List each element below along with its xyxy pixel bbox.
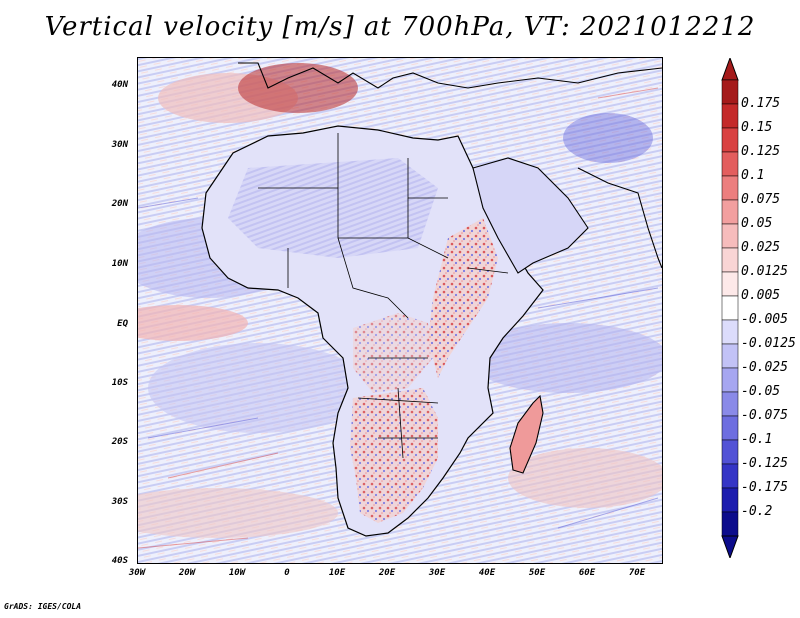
colorbar-swatch — [721, 319, 739, 345]
ascent-band-south-atlantic — [138, 488, 338, 538]
ascent-area-south-indian-ocean — [508, 448, 662, 508]
subsidence-area-iran — [563, 113, 653, 163]
colorbar-label: -0.2 — [741, 504, 773, 519]
colorbar-label: 0.05 — [741, 216, 773, 231]
map-svg — [138, 58, 662, 563]
madagascar — [509, 394, 544, 474]
colorbar-swatch — [721, 511, 739, 537]
lon-label-40e: 40E — [478, 568, 496, 578]
lat-label-40s: 40S — [111, 556, 128, 566]
colorbar-swatch — [721, 343, 739, 369]
chart-title: Vertical velocity [m/s] at 700hPa, VT: 2… — [44, 12, 756, 42]
subsidence-area-south-atlantic — [148, 343, 368, 433]
colorbar-swatch — [721, 79, 739, 105]
ascent-region-southern-africa — [350, 388, 438, 523]
colorbar-label: -0.005 — [741, 312, 788, 327]
colorbar-swatch — [721, 271, 739, 297]
colorbar-swatch — [721, 391, 739, 417]
country-borders — [258, 133, 509, 459]
colorbar-swatch — [721, 223, 739, 249]
colorbar-swatch — [721, 103, 739, 129]
colorbar-label: 0.005 — [741, 288, 781, 303]
subsidence-area-indian-ocean — [468, 323, 662, 393]
ascent-band-equatorial-atlantic — [138, 305, 248, 341]
colorbar-swatch — [721, 295, 739, 321]
colorbar-label: -0.125 — [741, 456, 788, 471]
lat-label-20s: 20S — [111, 437, 128, 447]
colorbar-swatch — [721, 463, 739, 489]
grads-credit: GrADS: IGES/COLA — [4, 602, 82, 611]
colorbar-swatch — [721, 439, 739, 465]
south-asia-coastline — [577, 167, 662, 269]
lon-label-10w: 10W — [228, 568, 246, 578]
colorbar-label: 0.175 — [741, 96, 781, 111]
lat-label-20n: 20N — [111, 199, 128, 209]
colorbar-swatch — [721, 151, 739, 177]
colorbar-label: -0.0125 — [741, 336, 796, 351]
colorbar-label: 0.125 — [741, 144, 781, 159]
lon-label-30e: 30E — [428, 568, 446, 578]
colorbar — [721, 58, 739, 558]
arabian-peninsula — [472, 157, 589, 274]
colorbar-upper-arrow — [721, 58, 739, 81]
lon-label-50e: 50E — [528, 568, 546, 578]
strong-ascent-iberia-mediterranean — [238, 63, 358, 113]
lat-label-40n: 40N — [111, 80, 128, 90]
lat-label-10n: 10N — [111, 259, 128, 269]
lat-label-30n: 30N — [111, 140, 128, 150]
colorbar-label: 0.1 — [741, 168, 765, 183]
colorbar-label: -0.1 — [741, 432, 773, 447]
colorbar-swatch — [721, 367, 739, 393]
lon-label-10e: 10E — [328, 568, 346, 578]
map-panel — [137, 57, 663, 564]
colorbar-label: -0.075 — [741, 408, 788, 423]
colorbar-label: 0.15 — [741, 120, 773, 135]
colorbar-swatch — [721, 247, 739, 273]
lon-label-20w: 20W — [178, 568, 196, 578]
colorbar-swatch — [721, 175, 739, 201]
lon-label-60e: 60E — [578, 568, 596, 578]
subsidence-region-sahara — [228, 158, 438, 258]
colorbar-label: 0.025 — [741, 240, 781, 255]
lon-label-20e: 20E — [378, 568, 396, 578]
lon-label-70e: 70E — [628, 568, 646, 578]
colorbar-swatch — [721, 127, 739, 153]
lat-label-eq: EQ — [117, 319, 128, 329]
colorbar-swatch — [721, 199, 739, 225]
colorbar-label: -0.025 — [741, 360, 788, 375]
colorbar-swatches — [721, 58, 739, 558]
colorbar-label: 0.0125 — [741, 264, 788, 279]
colorbar-label: -0.175 — [741, 480, 788, 495]
colorbar-lower-arrow — [721, 535, 739, 558]
colorbar-label: -0.05 — [741, 384, 781, 399]
lat-label-30s: 30S — [111, 497, 128, 507]
colorbar-swatch — [721, 415, 739, 441]
europe-coastline — [238, 62, 662, 89]
field-streaks — [138, 87, 659, 549]
colorbar-swatch — [721, 487, 739, 513]
lon-label-30w: 30W — [128, 568, 146, 578]
ascent-region-congo — [353, 313, 433, 393]
ascent-region-east-africa — [428, 218, 498, 378]
lon-label-0: 0 — [284, 568, 290, 578]
lat-label-10s: 10S — [111, 378, 128, 388]
colorbar-label: 0.075 — [741, 192, 781, 207]
